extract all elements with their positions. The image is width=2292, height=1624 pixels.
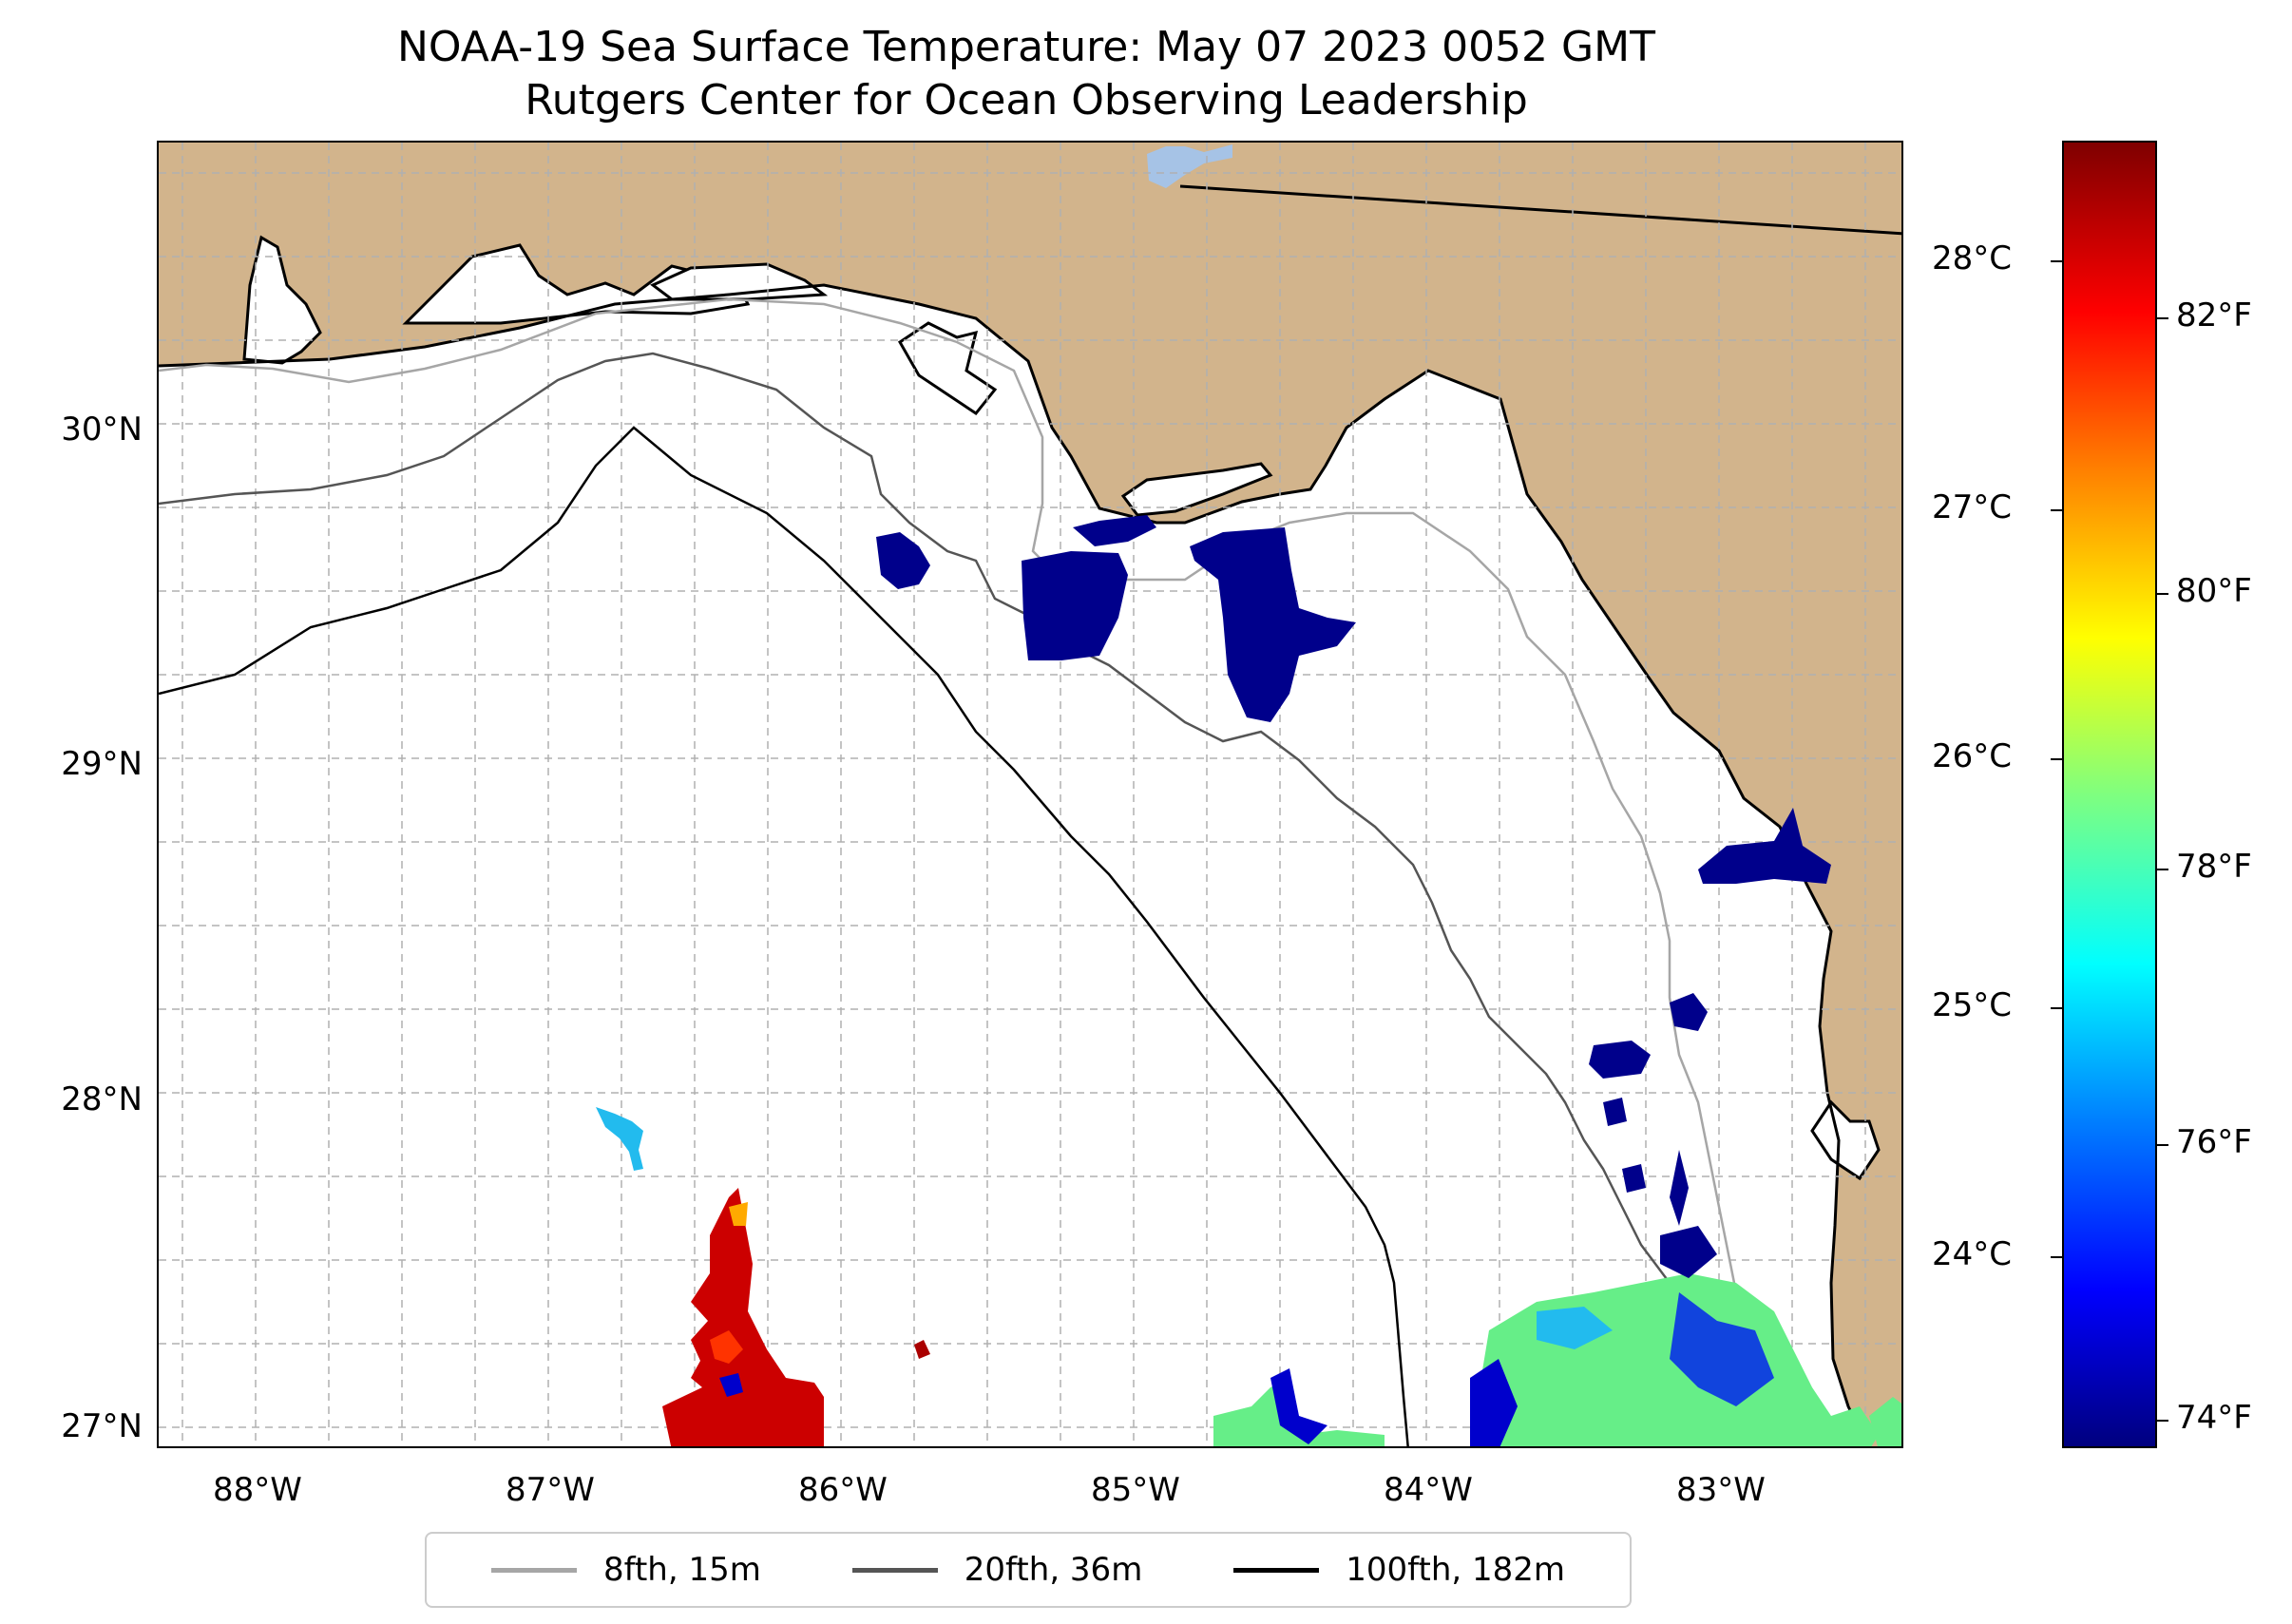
- celsius-tick: [2051, 1256, 2062, 1258]
- celsius-label-24: 24°C: [1932, 1235, 2013, 1273]
- map-title: NOAA-19 Sea Surface Temperature: May 07 …: [0, 21, 2053, 127]
- celsius-label-25: 25°C: [1932, 986, 2013, 1024]
- coastline: [159, 283, 1869, 1446]
- contour-8fth: [159, 297, 1804, 1446]
- lon-label-86: 86°W: [798, 1471, 888, 1509]
- lon-label-84: 84°W: [1384, 1471, 1473, 1509]
- legend-label: 100fth, 182m: [1346, 1551, 1566, 1589]
- st-andrew-bay: [898, 321, 998, 416]
- sst-patch: [719, 1373, 743, 1397]
- contour-100fth: [159, 426, 1409, 1446]
- fahrenheit-label-76: 76°F: [2176, 1123, 2252, 1161]
- legend-line-icon: [1233, 1567, 1320, 1573]
- lat-label-28: 28°N: [61, 1080, 143, 1118]
- sst-patch: [1660, 1226, 1717, 1278]
- fahrenheit-tick: [2157, 317, 2168, 319]
- contour-20fth: [159, 352, 1773, 1446]
- celsius-label-26: 26°C: [1932, 737, 2013, 775]
- sst-patch: [1603, 1098, 1627, 1126]
- sst-warm-south: [1213, 1150, 1901, 1446]
- sst-patch: [914, 1340, 930, 1359]
- tampa-bay: [1810, 1099, 1881, 1181]
- celsius-tick: [2051, 758, 2062, 760]
- fahrenheit-label-78: 78°F: [2176, 848, 2252, 886]
- celsius-label-27: 27°C: [1932, 488, 2013, 526]
- lat-label-29: 29°N: [61, 745, 143, 783]
- sst-patch: [1470, 1359, 1518, 1446]
- mobile-bay: [242, 235, 322, 365]
- lake-feature: [1147, 144, 1232, 188]
- lon-label-85: 85°W: [1091, 1471, 1180, 1509]
- legend-line-icon: [490, 1567, 577, 1573]
- sst-patch: [1698, 808, 1831, 884]
- fahrenheit-tick: [2157, 1144, 2168, 1146]
- pensacola-bay: [402, 243, 751, 325]
- celsius-tick: [2051, 1007, 2062, 1009]
- sst-patch: [876, 532, 930, 589]
- legend-label: 8fth, 15m: [602, 1551, 761, 1589]
- legend-line-icon: [851, 1567, 938, 1573]
- fahrenheit-label-82: 82°F: [2176, 296, 2252, 334]
- contour-legend: 8fth, 15m 20fth, 36m 100fth, 182m: [425, 1532, 1632, 1608]
- sst-patch: [1073, 515, 1156, 546]
- legend-item-20fth: 20fth, 36m: [851, 1551, 1143, 1589]
- sst-patch: [729, 1202, 748, 1226]
- fahrenheit-label-74: 74°F: [2176, 1399, 2252, 1437]
- fahrenheit-tick: [2157, 869, 2168, 870]
- sst-patch: [1622, 1164, 1646, 1193]
- sst-cold-patches: [876, 515, 1831, 1193]
- temperature-colorbar: [2062, 141, 2157, 1448]
- sst-hot-southwest: [596, 1107, 930, 1446]
- sst-patch: [1589, 1041, 1651, 1079]
- fahrenheit-label-80: 80°F: [2176, 572, 2252, 610]
- sst-patch: [1022, 551, 1128, 660]
- lon-label-87: 87°W: [506, 1471, 595, 1509]
- lat-label-30: 30°N: [61, 411, 143, 449]
- lat-label-27: 27°N: [61, 1407, 143, 1445]
- sst-patch: [1670, 1292, 1774, 1406]
- apalachicola-bay: [1120, 462, 1273, 517]
- lon-label-88: 88°W: [213, 1471, 302, 1509]
- sst-patch: [596, 1107, 643, 1171]
- land-mass: [159, 143, 1901, 1446]
- title-line-1: NOAA-19 Sea Surface Temperature: May 07 …: [397, 23, 1655, 71]
- sst-patch: [1213, 1378, 1385, 1446]
- sst-patch: [1670, 1150, 1689, 1226]
- state-border: [1179, 184, 1901, 236]
- celsius-tick: [2051, 260, 2062, 262]
- sst-patch: [1537, 1307, 1613, 1349]
- map-canvas[interactable]: [159, 143, 1903, 1448]
- sst-patch: [1270, 1368, 1327, 1444]
- celsius-label-28: 28°C: [1932, 239, 2013, 277]
- sst-patch: [1670, 993, 1708, 1031]
- lon-label-83: 83°W: [1676, 1471, 1766, 1509]
- fahrenheit-tick: [2157, 593, 2168, 595]
- sst-patch: [1190, 527, 1356, 722]
- legend-item-8fth: 8fth, 15m: [490, 1551, 761, 1589]
- fahrenheit-tick: [2157, 1420, 2168, 1422]
- sst-patch: [710, 1330, 743, 1364]
- legend-label: 20fth, 36m: [964, 1551, 1143, 1589]
- sst-patch: [1869, 1397, 1901, 1446]
- title-line-2: Rutgers Center for Ocean Observing Leade…: [525, 76, 1528, 124]
- sst-patch: [662, 1188, 824, 1446]
- map-panel[interactable]: [157, 141, 1903, 1448]
- legend-item-100fth: 100fth, 182m: [1233, 1551, 1565, 1589]
- celsius-tick: [2051, 509, 2062, 511]
